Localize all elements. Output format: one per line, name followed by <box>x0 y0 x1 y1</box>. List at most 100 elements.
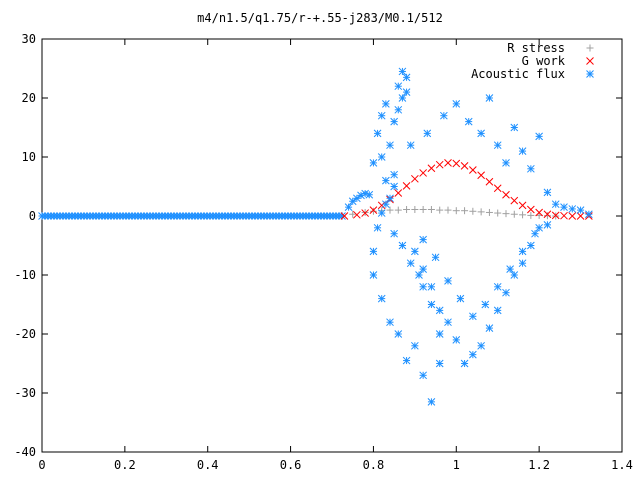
acoustic-flux-point <box>435 306 444 315</box>
g-work-point <box>340 212 349 220</box>
acoustic-flux-point <box>452 336 461 344</box>
r-stress-point <box>349 210 357 218</box>
acoustic-flux-point <box>394 82 403 91</box>
acoustic-flux-point <box>419 282 427 291</box>
y-tick-label: -10 <box>14 268 36 282</box>
acoustic-flux-point <box>398 94 407 102</box>
acoustic-flux-point <box>394 330 403 338</box>
x-tick-label: 0.6 <box>280 458 302 472</box>
r-stress-point <box>502 210 510 218</box>
r-stress-point <box>543 212 551 220</box>
acoustic-flux-point <box>382 100 390 108</box>
acoustic-flux-point <box>527 241 535 250</box>
r-stress-point <box>469 207 477 215</box>
g-work-point <box>535 208 543 217</box>
r-stress-point <box>494 209 502 217</box>
g-work-point <box>543 210 552 219</box>
g-work-point <box>419 169 427 177</box>
legend-marker-r-stress <box>586 44 594 52</box>
acoustic-flux-point <box>435 330 444 338</box>
r-stress-point <box>369 207 377 215</box>
g-work-point <box>427 164 436 173</box>
acoustic-flux-point <box>390 182 398 191</box>
acoustic-flux-point <box>535 223 543 232</box>
acoustic-flux-point <box>406 259 415 268</box>
acoustic-flux-point <box>510 271 519 279</box>
legend-marker-acoustic-flux <box>586 70 594 78</box>
acoustic-flux-point <box>398 67 407 76</box>
x-tick-label: 0 <box>38 458 45 472</box>
g-work-point <box>353 210 361 219</box>
g-work-point <box>551 211 560 220</box>
acoustic-flux-point <box>386 318 394 327</box>
acoustic-flux-point <box>419 265 427 273</box>
y-tick-label: 30 <box>22 32 36 46</box>
g-work-point <box>485 177 494 186</box>
r-stress-point <box>519 211 527 219</box>
acoustic-flux-point <box>419 235 427 244</box>
r-stress-point <box>477 208 485 216</box>
legend-marker-g-work <box>586 57 594 65</box>
g-work-point <box>502 190 510 199</box>
plot-frame <box>41 38 623 453</box>
g-work-point <box>493 184 502 193</box>
data-points <box>38 67 593 406</box>
x-tick-label: 1.2 <box>528 458 550 472</box>
r-stress-point <box>411 206 419 214</box>
acoustic-flux-point <box>481 300 490 309</box>
x-tick-label: 0.8 <box>363 458 385 472</box>
axis-ticks: 0 0.2 0.4 0.6 0.8 1 1.2 1.4 -40 -30 -20 -10 0 10 20 30 <box>14 32 633 472</box>
acoustic-flux-point <box>469 312 477 321</box>
acoustic-flux-point <box>427 300 436 309</box>
legend: R stress G work Acoustic flux <box>471 41 594 81</box>
g-work-point <box>568 212 577 220</box>
g-work-point <box>435 160 444 169</box>
r-stress-point <box>436 206 444 214</box>
acoustic-flux-point <box>460 359 469 368</box>
acoustic-flux-point <box>390 229 398 238</box>
g-work-point <box>402 182 411 190</box>
acoustic-flux-point <box>543 188 552 197</box>
acoustic-flux-point <box>406 141 415 150</box>
chart-title: m4/n1.5/q1.75/r-+.55-j283/M0.1/512 <box>197 11 443 25</box>
g-work-point <box>444 159 452 167</box>
y-tick-label: 10 <box>22 150 36 164</box>
acoustic-flux-point <box>518 147 527 155</box>
acoustic-flux-point <box>353 194 361 203</box>
g-work-point <box>411 174 419 183</box>
acoustic-flux-point <box>485 324 494 332</box>
g-work-point <box>518 201 527 210</box>
acoustic-flux-point <box>402 73 411 82</box>
y-tick-label: -20 <box>14 327 36 341</box>
acoustic-flux-point <box>390 170 398 179</box>
acoustic-flux-point <box>551 200 560 209</box>
acoustic-flux-point <box>531 229 539 238</box>
acoustic-flux-point <box>369 271 378 279</box>
acoustic-flux-point <box>431 253 440 262</box>
acoustic-flux-point <box>427 397 436 406</box>
acoustic-flux-point <box>510 123 519 132</box>
acoustic-flux-point <box>568 205 577 213</box>
r-stress-point <box>510 210 518 218</box>
acoustic-flux-point <box>402 88 411 96</box>
acoustic-flux-point <box>518 259 527 268</box>
acoustic-flux-point <box>535 132 543 141</box>
acoustic-flux-point <box>560 203 568 212</box>
acoustic-flux-point <box>456 294 465 303</box>
r-stress-point <box>461 207 469 215</box>
acoustic-flux-point <box>382 176 390 185</box>
acoustic-flux-point <box>415 271 423 279</box>
acoustic-flux-point <box>435 359 444 368</box>
acoustic-flux-point <box>411 247 419 256</box>
acoustic-flux-point <box>469 350 477 359</box>
acoustic-flux-point <box>452 100 461 108</box>
acoustic-flux-point <box>477 341 485 350</box>
acoustic-flux-point <box>377 153 386 161</box>
acoustic-flux-point <box>369 159 378 167</box>
y-tick-label: -40 <box>14 445 36 459</box>
acoustic-flux-point <box>464 117 473 126</box>
x-tick-label: 0.2 <box>114 458 136 472</box>
acoustic-flux-point <box>493 306 502 315</box>
acoustic-flux-point <box>411 341 419 350</box>
